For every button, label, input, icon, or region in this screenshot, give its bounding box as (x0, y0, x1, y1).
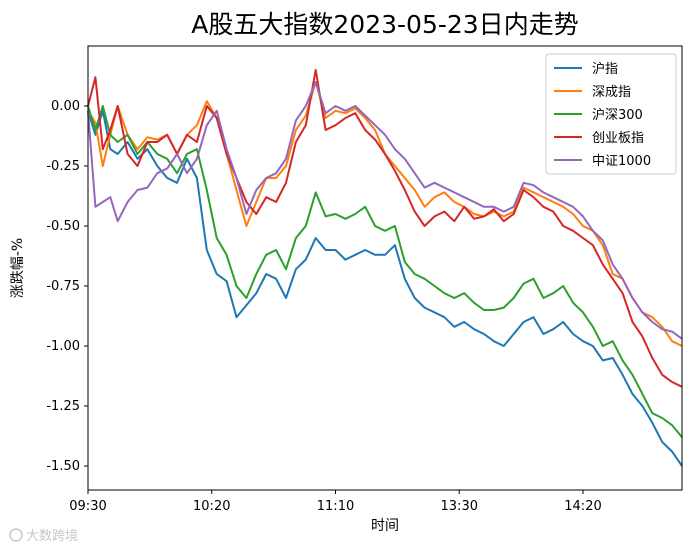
series-line-4 (87, 69, 683, 388)
legend-label: 创业板指 (592, 131, 644, 146)
x-tick-label: 10:20 (193, 499, 230, 514)
chart-title: A股五大指数2023-05-23日内走势 (191, 10, 578, 39)
series-lines (87, 69, 683, 467)
y-tick-label: -1.25 (46, 399, 80, 414)
y-tick-label: -0.75 (46, 279, 80, 294)
x-axis: 09:30 10:20 11:10 13:30 14:20 (69, 490, 602, 514)
legend-label: 沪深300 (592, 107, 643, 123)
x-tick-label: 11:10 (317, 499, 354, 514)
series-line-3 (87, 105, 683, 438)
legend-box (545, 53, 677, 175)
plot-frame (87, 45, 683, 491)
y-axis-label: 涨跌幅-% (10, 238, 26, 298)
watermark: 大数跨境 (9, 528, 78, 544)
y-tick-label: -1.50 (46, 459, 80, 474)
x-axis-label: 时间 (371, 518, 399, 534)
legend-label: 深成指 (592, 85, 631, 100)
watermark-logo-icon (9, 528, 23, 542)
y-tick-label: -1.00 (46, 339, 80, 354)
watermark-text: 大数跨境 (26, 529, 78, 544)
x-tick-label: 14:20 (564, 499, 601, 514)
y-tick-label: 0.00 (51, 99, 80, 114)
y-tick-label: -0.50 (46, 219, 80, 234)
series-line-5 (87, 81, 683, 340)
y-axis: 0.00 -0.25 -0.50 -0.75 -1.00 -1.25 -1.50 (46, 99, 88, 474)
legend-label: 中证1000 (592, 154, 651, 169)
series-line-1 (87, 109, 683, 467)
x-tick-label: 13:30 (441, 499, 478, 514)
y-tick-label: -0.25 (46, 159, 80, 174)
legend-label: 沪指 (592, 61, 618, 77)
x-tick-label: 09:30 (69, 499, 106, 514)
